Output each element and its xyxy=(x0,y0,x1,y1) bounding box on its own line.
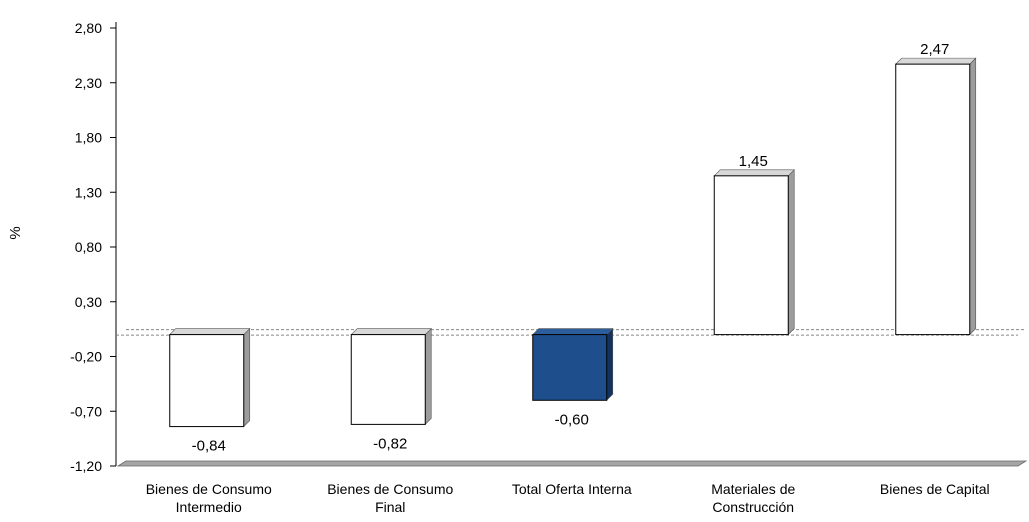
axis-layer: -1,20 -0,70 -0,20 0,30 0,80 1,30 1,80 2,30 2,80 xyxy=(70,20,1028,474)
bar xyxy=(713,175,789,336)
bar xyxy=(169,334,245,428)
y-tick-label: 0,30 xyxy=(75,294,102,310)
bar-top xyxy=(532,328,614,335)
category-label: Total Oferta Interna xyxy=(512,481,632,497)
data-label: 2,47 xyxy=(920,41,949,58)
bar-top xyxy=(350,328,432,335)
bar-side xyxy=(424,327,432,426)
bar-top xyxy=(169,328,251,335)
data-label: -0,60 xyxy=(555,411,589,428)
bar xyxy=(895,63,971,336)
y-tick-label: 1,30 xyxy=(75,184,102,200)
y-tick-label: 2,30 xyxy=(75,75,102,91)
labels-layer: -0,84 Bienes de Consumo Intermedio -0,82 Bie… xyxy=(146,41,990,515)
bar xyxy=(532,334,608,401)
category-label: Intermedio xyxy=(176,499,242,515)
bar-side xyxy=(969,57,977,336)
data-label: -0,84 xyxy=(192,438,226,455)
category-label: Materiales de xyxy=(711,481,795,497)
category-label: Bienes de Capital xyxy=(880,481,990,497)
category-label: Construcción xyxy=(712,499,794,515)
bar-top xyxy=(713,169,795,177)
bar xyxy=(350,334,426,425)
y-tick-label: -0,20 xyxy=(70,349,102,365)
y-tick-label: 0,80 xyxy=(75,239,102,255)
data-label: 1,45 xyxy=(739,153,768,170)
category-label: Bienes de Consumo xyxy=(327,481,453,497)
chart-floor xyxy=(116,460,1028,467)
bar-side xyxy=(243,327,251,428)
y-tick-label: 2,80 xyxy=(75,20,102,36)
data-label: -0,82 xyxy=(373,435,407,452)
bar-side xyxy=(606,327,614,402)
y-tick-label: -1,20 xyxy=(70,458,102,474)
y-axis-title: % xyxy=(7,226,24,239)
y-tick-label: -0,70 xyxy=(70,403,102,419)
bar-side xyxy=(787,169,795,336)
y-tick-label: 1,80 xyxy=(75,130,102,146)
category-label: Final xyxy=(375,499,405,515)
category-label: Bienes de Consumo xyxy=(146,481,272,497)
bar-top xyxy=(895,57,977,65)
bars-layer xyxy=(169,57,977,428)
